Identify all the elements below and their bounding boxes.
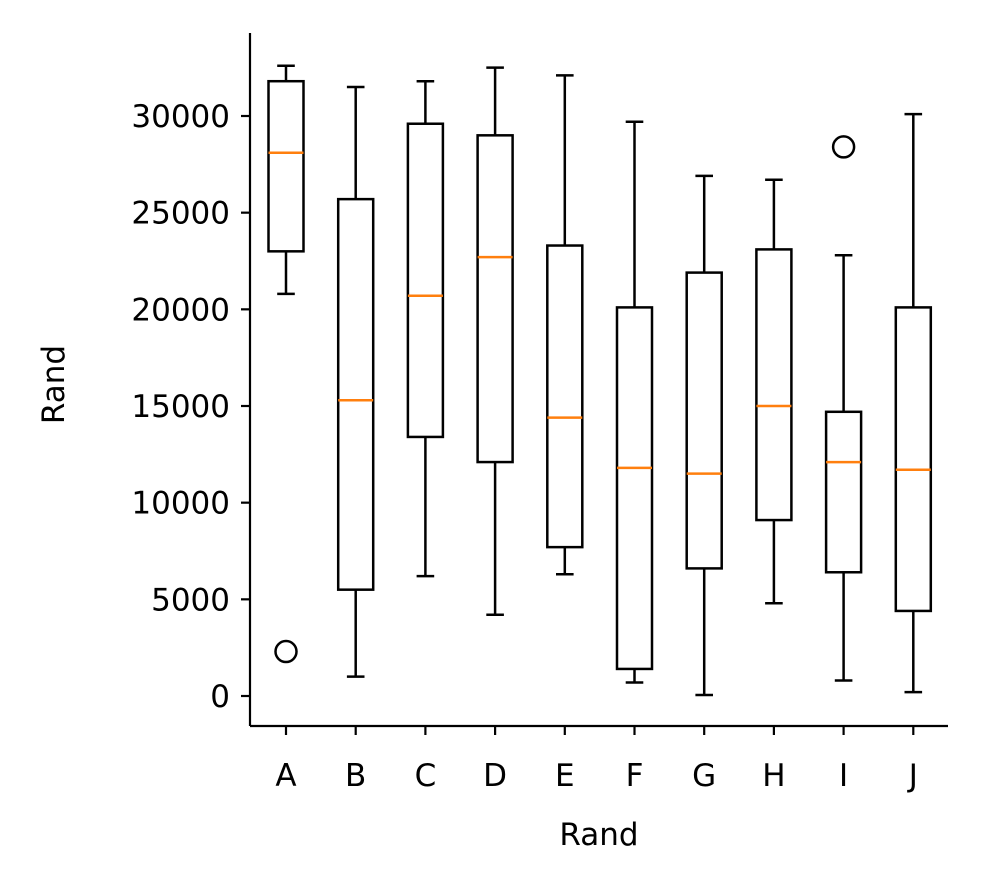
box-iqr bbox=[267, 79, 305, 253]
box-iqr bbox=[406, 122, 445, 439]
box-group bbox=[267, 64, 305, 664]
box-group bbox=[336, 85, 375, 678]
x-ticks: A B C D E F G H I J bbox=[275, 726, 918, 794]
box-iqr bbox=[336, 197, 375, 591]
box-group bbox=[824, 135, 863, 682]
boxes-layer bbox=[267, 64, 933, 697]
x-axis-label: Rand bbox=[559, 817, 638, 853]
y-axis-label: Rand bbox=[36, 345, 72, 424]
x-tick-label: A bbox=[275, 758, 296, 794]
y-tick-label: 20000 bbox=[131, 292, 230, 328]
box-group bbox=[685, 174, 723, 697]
axes-layer bbox=[248, 33, 948, 728]
box-group bbox=[615, 120, 654, 684]
x-tick-label: G bbox=[692, 758, 716, 794]
box-iqr bbox=[824, 410, 863, 574]
y-tick-label: 30000 bbox=[131, 99, 230, 135]
box-iqr bbox=[894, 306, 933, 613]
box-iqr bbox=[546, 244, 584, 549]
x-tick-label: I bbox=[839, 758, 848, 794]
box-group bbox=[546, 74, 584, 576]
outlier-point bbox=[274, 639, 298, 664]
box-iqr bbox=[615, 306, 654, 671]
box-iqr bbox=[476, 134, 514, 464]
box-group bbox=[755, 178, 793, 605]
x-tick-label: B bbox=[345, 758, 366, 794]
box-group bbox=[476, 66, 514, 617]
box-group bbox=[894, 112, 933, 694]
x-tick-label: E bbox=[555, 758, 575, 794]
y-tick-label: 25000 bbox=[131, 196, 230, 232]
y-tick-label: 10000 bbox=[131, 486, 230, 522]
y-tick-label: 15000 bbox=[131, 389, 230, 425]
y-tick-label: 5000 bbox=[151, 582, 230, 618]
box-iqr bbox=[685, 271, 723, 570]
box-group bbox=[406, 79, 445, 578]
x-tick-label: D bbox=[483, 758, 507, 794]
x-tick-label: H bbox=[762, 758, 785, 794]
y-ticks: 0 5000 10000 15000 20000 25000 30000 bbox=[131, 99, 250, 715]
outlier-point bbox=[831, 135, 856, 159]
y-tick-label: 0 bbox=[210, 679, 230, 715]
x-tick-label: F bbox=[626, 758, 644, 794]
x-tick-label: C bbox=[415, 758, 437, 794]
box-iqr bbox=[755, 248, 793, 522]
x-tick-label: J bbox=[907, 758, 918, 794]
